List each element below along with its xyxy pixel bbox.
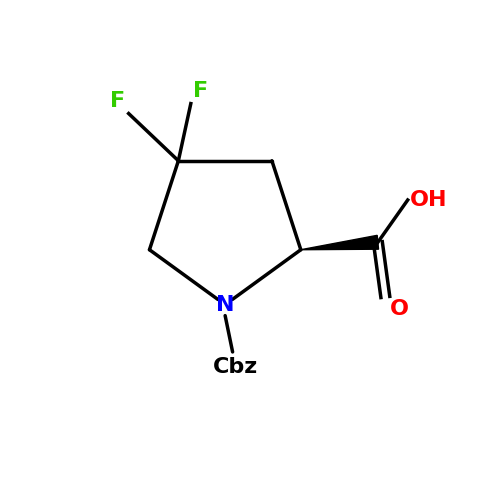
Text: N: N <box>216 294 234 314</box>
Text: O: O <box>390 300 409 320</box>
Polygon shape <box>301 236 378 250</box>
Text: F: F <box>194 81 208 101</box>
Text: OH: OH <box>410 190 448 210</box>
Text: F: F <box>110 91 124 111</box>
Text: Cbz: Cbz <box>212 357 258 377</box>
